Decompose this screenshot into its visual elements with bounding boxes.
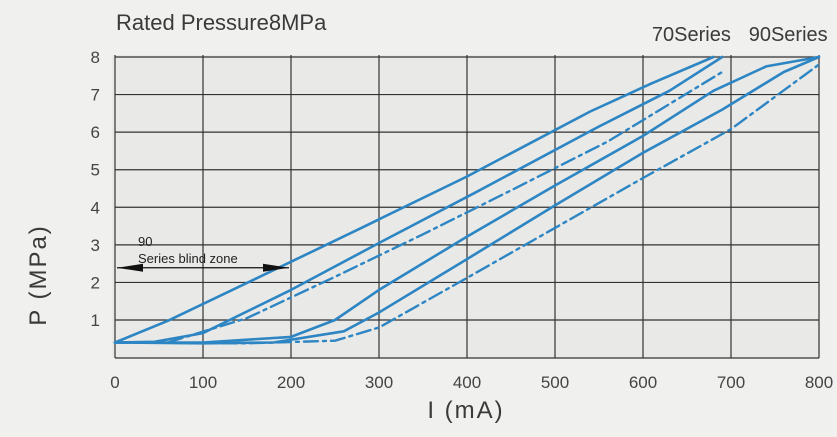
x-tick-label: 700: [717, 373, 745, 392]
x-tick-label: 0: [110, 373, 119, 392]
x-axis-label: I (mA): [427, 397, 504, 424]
y-tick-label: 1: [91, 311, 100, 330]
x-tick-label: 500: [541, 373, 569, 392]
x-tick-label: 200: [277, 373, 305, 392]
chart-title: Rated Pressure8MPa: [116, 10, 327, 35]
y-tick-labels: 1 2 3 4 5 6 7 8: [91, 48, 100, 330]
y-tick-label: 8: [91, 48, 100, 67]
blind-zone-label-line2: Series blind zone: [138, 251, 238, 266]
x-tick-label: 300: [365, 373, 393, 392]
y-tick-label: 6: [91, 123, 100, 142]
blind-zone-label-line1: 90: [138, 234, 152, 249]
arrow-right-icon: [263, 263, 289, 272]
x-tick-label: 600: [629, 373, 657, 392]
curves: [113, 55, 821, 345]
y-tick-label: 4: [91, 198, 100, 217]
x-tick-label: 100: [189, 373, 217, 392]
series-label: 90Series: [749, 24, 828, 46]
y-tick-label: 2: [91, 273, 100, 292]
arrow-left-icon: [117, 263, 143, 272]
x-tick-labels: 0 100 200 300 400 500 600 700 800: [110, 373, 833, 392]
x-tick-label: 800: [805, 373, 833, 392]
plot-background: [112, 55, 820, 358]
series-70-curve-dashdot: [113, 70, 724, 344]
series-90-curve-dashdot: [113, 63, 821, 345]
y-tick-label: 7: [91, 86, 100, 105]
x-tick-label: 400: [453, 373, 481, 392]
y-axis-label: P (MPa): [25, 224, 52, 326]
series-90-curve-solid: [113, 55, 821, 344]
blind-zone-annotation: 90 Series blind zone: [117, 234, 289, 272]
grid: [114, 55, 820, 359]
y-tick-label: 3: [91, 236, 100, 255]
series-70-curve-solid: [113, 55, 715, 344]
series-label: 70Series: [652, 24, 731, 46]
series-70-curve-solid: [113, 55, 724, 344]
y-tick-label: 5: [91, 161, 100, 180]
series-labels: 70Series 90Series: [652, 24, 828, 46]
